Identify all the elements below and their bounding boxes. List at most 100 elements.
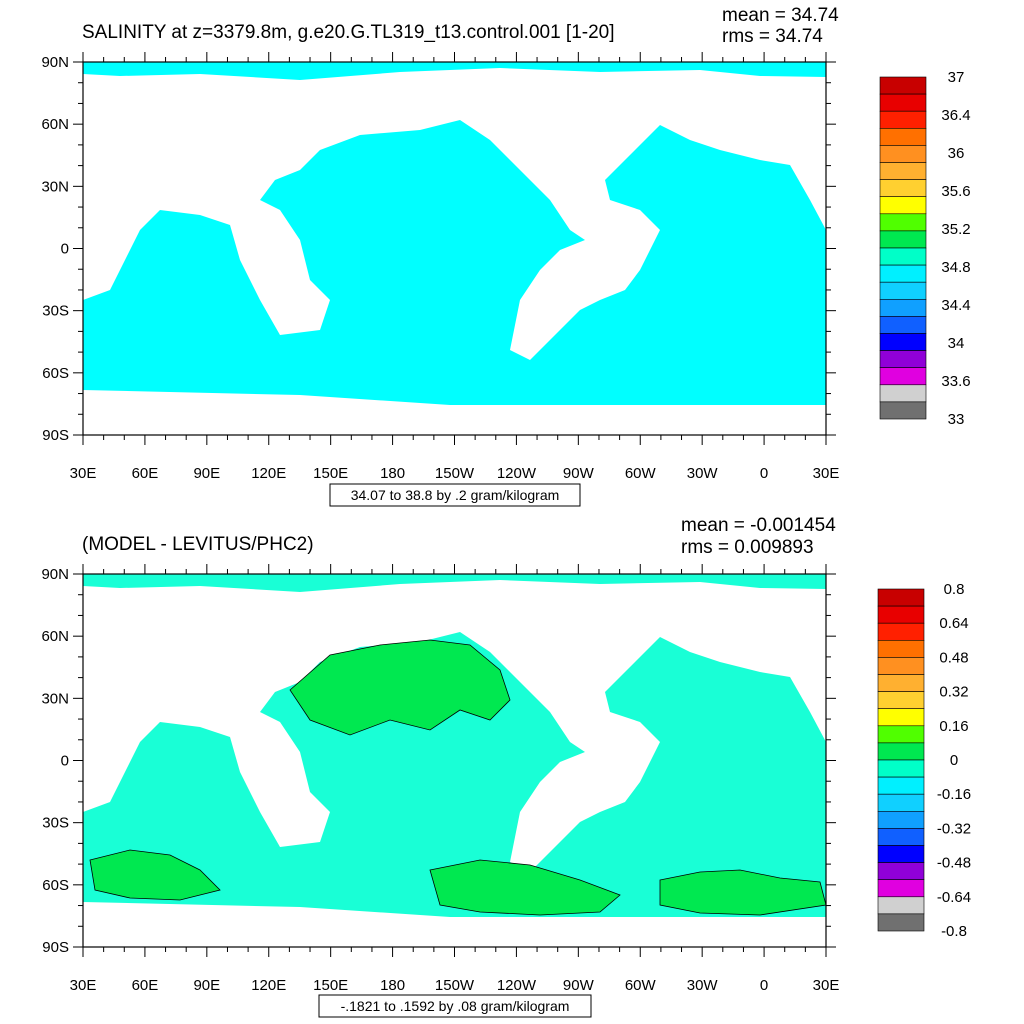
colorbar-swatch (877, 708, 925, 727)
colorbar-swatch (879, 145, 927, 163)
panel1-colorbar-labels: 37 36.4 36 35.6 35.2 34.8 34.4 34 33.6 33 (941, 69, 970, 428)
colorbar-swatch (877, 588, 925, 607)
panel2-range-box (318, 994, 592, 1018)
panel1-y-ticks (73, 61, 836, 436)
colorbar-label: -0.64 (937, 889, 971, 906)
y-tick-label: 60N (41, 628, 69, 645)
panel1-x-labels: 30E 60E 90E 120E 150E 180 150W 120W 90W 60W 30W 0 30… (70, 465, 840, 482)
colorbar-swatch (877, 742, 925, 761)
colorbar-swatch (879, 350, 927, 369)
colorbar-swatch (879, 401, 927, 420)
y-tick-label: 30S (42, 815, 69, 832)
colorbar-label: 37 (948, 69, 965, 86)
colorbar-label: -0.16 (937, 786, 971, 803)
y-tick-label: 60S (42, 365, 69, 382)
y-tick-label: 60N (41, 116, 69, 133)
colorbar-label: -0.8 (941, 923, 967, 940)
panel2-ocean-main (83, 632, 826, 917)
x-tick-label: 90E (193, 977, 220, 994)
x-tick-label: 30E (813, 465, 840, 482)
colorbar-swatch (879, 179, 927, 198)
x-tick-label: 150E (313, 465, 348, 482)
panel2-colorbar (877, 588, 925, 932)
colorbar-swatch (879, 333, 927, 351)
x-tick-label: 180 (380, 977, 405, 994)
colorbar-swatch (877, 828, 925, 846)
panel1-colorbar (879, 76, 927, 420)
x-tick-label: 0 (760, 465, 768, 482)
colorbar-swatch (879, 384, 927, 403)
colorbar-label: 34.4 (941, 297, 970, 314)
panel1-x-ticks (82, 52, 827, 445)
colorbar-label: 33.6 (941, 373, 970, 390)
y-tick-label: 60S (42, 877, 69, 894)
panel2-positive-anomaly-north-pacific (289, 639, 511, 736)
y-tick-label: 30S (42, 303, 69, 320)
panel1-range-box (329, 483, 581, 507)
panel2-y-labels: 90N 60N 30N 0 30S 60S 90S (41, 566, 69, 956)
colorbar-swatch (877, 605, 925, 624)
panel2-y-ticks (73, 573, 836, 948)
colorbar-label: 34 (948, 335, 965, 352)
panel2-x-labels: 30E 60E 90E 120E 150E 180 150W 120W 90W 60W 30W 0 30… (70, 977, 840, 994)
panel1-ocean-indian (83, 120, 826, 405)
colorbar-swatch (879, 93, 927, 112)
panel1-rms: rms = 34.74 (722, 26, 823, 47)
panel1-title: SALINITY at z=3379.8m, g.e20.G.TL319_t13… (82, 22, 615, 43)
x-tick-label: 60W (625, 465, 657, 482)
colorbar-swatch (877, 657, 925, 675)
colorbar-swatch (877, 776, 925, 795)
colorbar-swatch (879, 281, 927, 300)
x-tick-label: 150W (435, 977, 475, 994)
x-tick-label: 60W (625, 977, 657, 994)
panel1-y-labels: 90N 60N 30N 0 30S 60S 90S (41, 54, 69, 444)
y-tick-label: 90N (41, 566, 69, 583)
y-tick-label: 30N (41, 178, 69, 195)
x-tick-label: 120E (251, 977, 286, 994)
colorbar-swatch (879, 247, 927, 266)
colorbar-swatch (879, 128, 927, 146)
colorbar-swatch (877, 793, 925, 812)
y-tick-label: 90N (41, 54, 69, 71)
x-tick-label: 30E (70, 977, 97, 994)
panel2-positive-anomaly-atlantic (659, 869, 827, 916)
colorbar-swatch (877, 639, 925, 658)
y-tick-label: 90S (42, 939, 69, 956)
colorbar-swatch (877, 862, 925, 880)
x-tick-label: 150E (313, 977, 348, 994)
colorbar-swatch (877, 810, 925, 829)
colorbar-swatch (877, 913, 925, 932)
colorbar-swatch (879, 264, 927, 283)
x-tick-label: 30W (687, 465, 719, 482)
y-tick-label: 90S (42, 427, 69, 444)
x-tick-label: 120W (497, 465, 537, 482)
colorbar-label: 34.8 (941, 259, 970, 276)
colorbar-swatch (877, 725, 925, 744)
panel2-rms: rms = 0.009893 (681, 537, 814, 558)
colorbar-label: -0.32 (937, 820, 971, 837)
colorbar-label: 36.4 (941, 107, 970, 124)
x-tick-label: 120W (497, 977, 537, 994)
colorbar-swatch (879, 76, 927, 95)
colorbar-swatch (879, 110, 927, 129)
x-tick-label: 90W (563, 977, 595, 994)
panel1-range-label: 34.07 to 38.8 by .2 gram/kilogram (351, 487, 560, 503)
panel2-positive-anomaly-indian (89, 849, 221, 901)
y-tick-label: 0 (61, 241, 69, 258)
panel2-positive-anomaly-southern (429, 859, 621, 916)
panel2-mean: mean = -0.001454 (681, 515, 836, 536)
panel1-ocean-map (83, 62, 826, 405)
x-tick-label: 150W (435, 465, 475, 482)
colorbar-swatch (877, 879, 925, 898)
colorbar-label: 0.64 (939, 615, 968, 632)
colorbar-swatch (879, 230, 927, 249)
colorbar-label: 0.8 (944, 581, 965, 598)
x-tick-label: 30W (687, 977, 719, 994)
x-tick-label: 180 (380, 465, 405, 482)
colorbar-label: 0.32 (939, 684, 968, 701)
colorbar-label: 35.2 (941, 221, 970, 238)
colorbar-label: 36 (948, 145, 965, 162)
panel-salinity: SALINITY at z=3379.8m, g.e20.G.TL319_t13… (41, 5, 971, 507)
colorbar-swatch (879, 298, 927, 317)
